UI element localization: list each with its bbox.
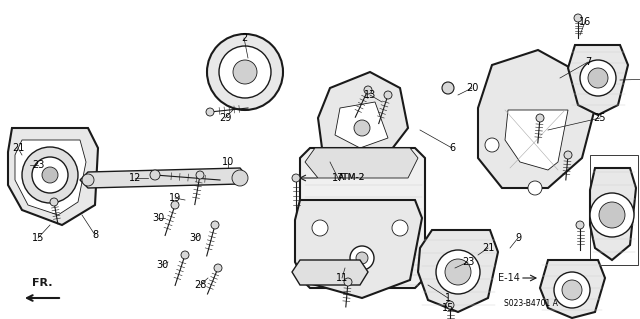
Circle shape [381, 205, 411, 235]
Circle shape [344, 212, 360, 228]
Text: E-14: E-14 [498, 273, 520, 283]
Text: 29: 29 [219, 113, 231, 123]
Circle shape [356, 252, 368, 264]
Text: 2: 2 [241, 33, 247, 43]
Circle shape [528, 181, 542, 195]
Polygon shape [8, 128, 98, 225]
Bar [590, 155, 638, 265]
Circle shape [211, 221, 219, 229]
Circle shape [42, 167, 58, 183]
Circle shape [150, 170, 160, 180]
Circle shape [196, 171, 204, 179]
Circle shape [442, 82, 454, 94]
Text: ATM-2: ATM-2 [338, 174, 365, 182]
Circle shape [354, 120, 370, 136]
Text: 30: 30 [152, 213, 164, 223]
Circle shape [485, 138, 499, 152]
Circle shape [232, 170, 248, 186]
Polygon shape [335, 102, 388, 148]
Circle shape [292, 174, 300, 182]
Circle shape [350, 246, 374, 270]
Text: 20: 20 [466, 83, 478, 93]
Polygon shape [540, 260, 605, 318]
Circle shape [580, 60, 616, 96]
Polygon shape [568, 45, 628, 115]
Polygon shape [210, 45, 275, 95]
Polygon shape [295, 200, 422, 298]
Text: 15: 15 [32, 233, 44, 243]
Circle shape [599, 202, 625, 228]
Polygon shape [478, 50, 595, 188]
Text: S023-B4701 A: S023-B4701 A [504, 299, 558, 308]
Text: 10: 10 [222, 157, 234, 167]
Polygon shape [292, 260, 368, 285]
Text: 8: 8 [92, 230, 98, 240]
Circle shape [82, 174, 94, 186]
Text: 23: 23 [462, 257, 474, 267]
Circle shape [366, 212, 382, 228]
Circle shape [22, 147, 78, 203]
Text: 23: 23 [32, 160, 44, 170]
Circle shape [364, 86, 372, 94]
Circle shape [562, 280, 582, 300]
Polygon shape [15, 140, 86, 215]
Circle shape [50, 198, 58, 206]
Circle shape [588, 68, 608, 88]
Circle shape [344, 278, 352, 286]
Circle shape [445, 259, 471, 285]
Circle shape [214, 264, 222, 272]
Text: 12: 12 [129, 173, 141, 183]
Polygon shape [80, 168, 246, 188]
Circle shape [32, 157, 68, 193]
Text: 11: 11 [336, 273, 348, 283]
Text: 15: 15 [442, 303, 454, 313]
Text: 30: 30 [189, 233, 201, 243]
Text: 30: 30 [156, 260, 168, 270]
Text: 21: 21 [482, 243, 494, 253]
Text: 25: 25 [594, 113, 606, 123]
Circle shape [536, 114, 544, 122]
Text: F: F [353, 246, 367, 264]
Circle shape [312, 220, 328, 236]
Text: 21: 21 [12, 143, 24, 153]
Polygon shape [590, 168, 636, 260]
Text: 1: 1 [445, 293, 451, 303]
Circle shape [206, 108, 214, 116]
Polygon shape [418, 230, 498, 312]
Text: 9: 9 [515, 233, 521, 243]
Polygon shape [505, 110, 568, 170]
Circle shape [219, 46, 271, 98]
Text: 19: 19 [169, 193, 181, 203]
Circle shape [384, 91, 392, 99]
Text: 7: 7 [585, 57, 591, 67]
Text: 28: 28 [194, 280, 206, 290]
Text: 16: 16 [579, 17, 591, 27]
Text: FR.: FR. [32, 278, 52, 288]
Circle shape [322, 212, 338, 228]
Circle shape [436, 250, 480, 294]
Circle shape [359, 205, 389, 235]
Text: 17: 17 [332, 173, 344, 183]
Text: 13: 13 [364, 90, 376, 100]
Circle shape [446, 301, 454, 309]
Text: 6: 6 [449, 143, 455, 153]
Polygon shape [305, 148, 418, 178]
Polygon shape [300, 148, 425, 288]
Circle shape [388, 212, 404, 228]
Circle shape [207, 34, 283, 110]
Circle shape [233, 60, 257, 84]
Circle shape [574, 14, 582, 22]
Circle shape [315, 205, 345, 235]
Text: ATM-2: ATM-2 [338, 174, 365, 182]
Circle shape [337, 205, 367, 235]
Circle shape [564, 151, 572, 159]
Circle shape [576, 221, 584, 229]
Circle shape [590, 193, 634, 237]
Polygon shape [318, 72, 408, 165]
Circle shape [181, 251, 189, 259]
Circle shape [392, 220, 408, 236]
Circle shape [171, 201, 179, 209]
Circle shape [554, 272, 590, 308]
